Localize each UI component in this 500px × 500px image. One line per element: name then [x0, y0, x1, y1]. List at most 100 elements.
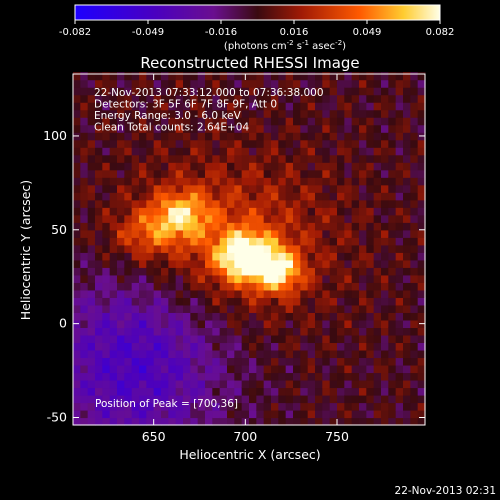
heatmap-pixel	[197, 267, 206, 276]
heatmap-pixel	[300, 199, 309, 208]
heatmap-pixel	[73, 124, 81, 133]
heatmap-pixel	[131, 417, 140, 426]
heatmap-pixel	[168, 154, 177, 163]
heatmap-pixel	[175, 177, 184, 186]
heatmap-pixel	[351, 94, 360, 103]
heatmap-pixel	[212, 87, 221, 96]
heatmap-pixel	[153, 222, 162, 231]
heatmap-pixel	[359, 304, 367, 313]
heatmap-pixel	[117, 342, 125, 351]
heatmap-pixel	[197, 222, 206, 231]
heatmap-pixel	[366, 79, 375, 88]
heatmap-pixel	[227, 259, 235, 268]
heatmap-pixel	[329, 334, 338, 344]
heatmap-pixel	[359, 87, 367, 96]
heatmap-pixel	[351, 364, 360, 374]
heatmap-pixel	[263, 154, 272, 163]
heatmap-pixel	[271, 87, 279, 96]
heatmap-pixel	[322, 147, 331, 156]
heatmap-pixel	[344, 387, 353, 396]
heatmap-pixel	[249, 282, 257, 291]
heatmap-pixel	[344, 409, 353, 419]
heatmap-pixel	[205, 222, 213, 231]
heatmap-pixel	[293, 304, 301, 313]
heatmap-pixel	[183, 147, 191, 156]
heatmap-pixel	[315, 207, 323, 216]
heatmap-pixel	[249, 327, 257, 336]
heatmap-pixel	[197, 154, 206, 163]
heatmap-pixel	[161, 199, 169, 208]
heatmap-pixel	[359, 417, 367, 426]
heatmap-pixel	[227, 244, 235, 253]
heatmap-pixel	[322, 357, 331, 366]
heatmap-pixel	[410, 304, 419, 313]
heatmap-pixel	[395, 259, 404, 268]
heatmap-pixel	[388, 94, 397, 103]
heatmap-pixel	[410, 327, 419, 336]
heatmap-pixel	[315, 267, 323, 276]
heatmap-pixel	[80, 162, 89, 171]
heatmap-pixel	[131, 87, 140, 96]
heatmap-pixel	[95, 237, 103, 246]
heatmap-pixel	[234, 357, 243, 366]
heatmap-pixel	[102, 304, 111, 313]
heatmap-pixel	[403, 267, 411, 276]
heatmap-pixel	[161, 267, 169, 276]
heatmap-pixel	[249, 244, 257, 253]
heatmap-pixel	[388, 87, 397, 96]
heatmap-pixel	[139, 379, 147, 389]
heatmap-pixel	[109, 417, 118, 426]
heatmap-pixel	[249, 102, 257, 111]
heatmap-pixel	[168, 169, 177, 178]
heatmap-pixel	[315, 252, 323, 261]
heatmap-pixel	[139, 199, 147, 208]
heatmap-pixel	[197, 259, 206, 268]
heatmap-pixel	[73, 417, 81, 426]
heatmap-pixel	[153, 379, 162, 389]
heatmap-pixel	[102, 417, 111, 426]
heatmap-pixel	[219, 364, 228, 374]
heatmap-pixel	[87, 342, 96, 351]
heatmap-pixel	[410, 72, 419, 81]
heatmap-pixel	[109, 139, 118, 148]
heatmap-pixel	[241, 162, 250, 171]
heatmap-pixel	[73, 259, 81, 268]
heatmap-pixel	[417, 304, 426, 313]
heatmap-pixel	[219, 222, 228, 231]
heatmap-pixel	[300, 117, 309, 126]
heatmap-pixel	[168, 349, 177, 359]
heatmap-pixel	[315, 117, 323, 126]
heatmap-pixel	[315, 244, 323, 253]
heatmap-pixel	[293, 72, 301, 81]
heatmap-pixel	[395, 124, 404, 133]
heatmap-pixel	[190, 139, 199, 148]
heatmap-pixel	[197, 132, 206, 141]
heatmap-pixel	[153, 282, 162, 291]
heatmap-pixel	[351, 334, 360, 344]
heatmap-pixel	[381, 222, 389, 231]
heatmap-pixel	[249, 147, 257, 156]
heatmap-pixel	[285, 72, 294, 81]
heatmap-pixel	[234, 169, 243, 178]
heatmap-pixel	[227, 289, 235, 298]
heatmap-pixel	[263, 222, 272, 231]
heatmap-pixel	[175, 364, 184, 374]
heatmap-pixel	[278, 319, 287, 328]
heatmap-pixel	[300, 252, 309, 261]
heatmap-pixel	[109, 117, 118, 126]
heatmap-pixel	[351, 229, 360, 238]
heatmap-pixel	[366, 222, 375, 231]
heatmap-pixel	[300, 342, 309, 351]
heatmap-pixel	[212, 357, 221, 366]
heatmap-pixel	[351, 177, 360, 186]
heatmap-pixel	[285, 237, 294, 246]
heatmap-pixel	[124, 132, 133, 141]
heatmap-pixel	[366, 139, 375, 148]
heatmap-pixel	[95, 297, 103, 306]
heatmap-pixel	[403, 387, 411, 396]
heatmap-pixel	[124, 394, 133, 404]
heatmap-pixel	[212, 252, 221, 261]
heatmap-pixel	[168, 207, 177, 216]
heatmap-pixel	[197, 124, 206, 133]
heatmap-pixel	[388, 297, 397, 306]
